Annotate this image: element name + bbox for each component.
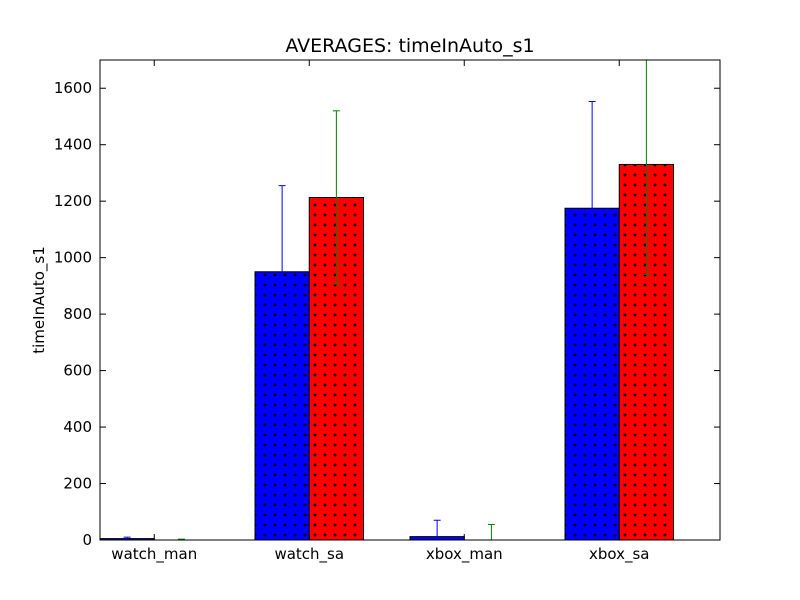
y-tick-label: 800 <box>63 305 92 323</box>
y-tick-label: 1600 <box>54 79 92 97</box>
y-axis-label: timeInAuto_s1 <box>30 246 49 354</box>
y-tick-label: 1200 <box>54 192 92 210</box>
error-bar <box>332 110 340 285</box>
error-bar <box>487 523 495 541</box>
y-tick-label: 0 <box>82 531 92 549</box>
chart-title: AVERAGES: timeInAuto_s1 <box>285 35 534 57</box>
error-bars-group <box>123 60 650 541</box>
x-axis-ticks: watch_man watch_sa xbox_man xbox_sa <box>111 60 650 564</box>
x-tick-label: xbox_sa <box>589 545 650 564</box>
x-tick-label: watch_sa <box>274 545 344 564</box>
y-tick-label: 600 <box>63 362 92 380</box>
y-tick-label: 1400 <box>54 136 92 154</box>
error-bar <box>642 60 650 276</box>
error-bar <box>278 185 286 359</box>
y-tick-label: 200 <box>63 475 92 493</box>
y-tick-label: 1000 <box>54 249 92 267</box>
y-axis-ticks: 0 200 400 600 800 1000 1200 1400 1600 <box>54 79 720 549</box>
y-tick-label: 400 <box>63 418 92 436</box>
plot-frame <box>99 59 721 541</box>
x-tick-label: watch_man <box>111 545 197 564</box>
bars-group <box>99 163 674 541</box>
error-bar <box>588 101 596 316</box>
x-tick-label: xbox_man <box>426 545 503 564</box>
